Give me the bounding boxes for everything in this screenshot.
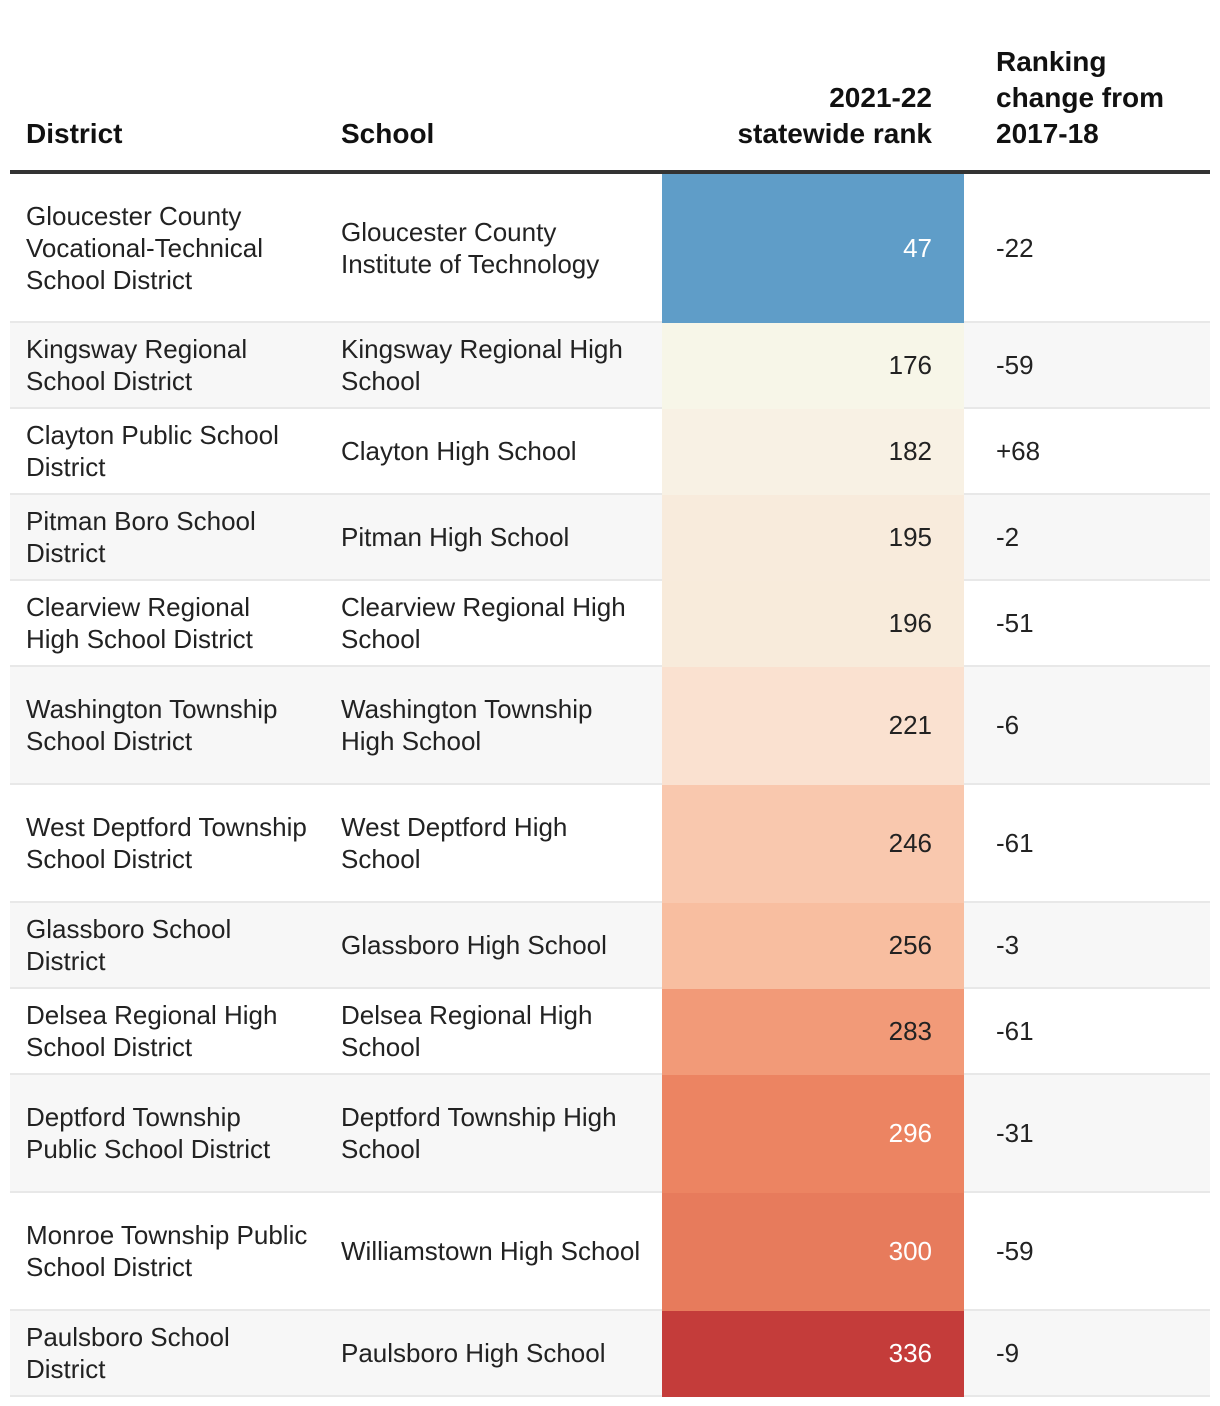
school-cell: Washington Township High School <box>325 666 662 785</box>
district-cell: Gloucester County Vocational-Technical S… <box>10 172 325 323</box>
ranking-table: District School 2021-22 statewide rank R… <box>10 0 1210 1397</box>
rank-cell: 182 <box>662 408 964 495</box>
change-cell: -59 <box>964 322 1210 409</box>
school-cell: Delsea Regional High School <box>325 988 662 1075</box>
district-cell: Washington Township School District <box>10 666 325 785</box>
district-cell: Monroe Township Public School District <box>10 1192 325 1311</box>
header-district[interactable]: District <box>10 0 325 174</box>
change-cell: -22 <box>964 172 1210 323</box>
school-cell: Clearview Regional High School <box>325 580 662 667</box>
table-row: Delsea Regional High School District Dels… <box>10 988 1210 1075</box>
rank-cell: 336 <box>662 1310 964 1397</box>
change-cell: -31 <box>964 1074 1210 1193</box>
district-cell: Pitman Boro School District <box>10 494 325 581</box>
change-cell: +68 <box>964 408 1210 495</box>
rank-cell: 283 <box>662 988 964 1075</box>
district-cell: Paulsboro School District <box>10 1310 325 1397</box>
change-cell: -51 <box>964 580 1210 667</box>
change-cell: -61 <box>964 988 1210 1075</box>
table-row: Gloucester County Vocational-Technical S… <box>10 172 1210 323</box>
school-cell: Glassboro High School <box>325 902 662 989</box>
change-cell: -6 <box>964 666 1210 785</box>
rank-cell: 176 <box>662 322 964 409</box>
school-cell: West Deptford High School <box>325 784 662 903</box>
district-cell: Delsea Regional High School District <box>10 988 325 1075</box>
district-cell: Kingsway Regional School District <box>10 322 325 409</box>
rank-cell: 296 <box>662 1074 964 1193</box>
header-rank-line2: statewide rank <box>737 118 932 149</box>
school-cell: Pitman High School <box>325 494 662 581</box>
table-row: Washington Township School District Washi… <box>10 666 1210 785</box>
district-cell: Clearview Regional High School District <box>10 580 325 667</box>
rank-cell: 221 <box>662 666 964 785</box>
school-cell: Clayton High School <box>325 408 662 495</box>
table-row: Kingsway Regional School District Kingswa… <box>10 322 1210 409</box>
header-change-line2: change from <box>996 82 1165 113</box>
header-change[interactable]: Ranking change from 2017-18 <box>964 0 1210 174</box>
table-row: Pitman Boro School District Pitman High S… <box>10 494 1210 581</box>
district-cell: Clayton Public School District <box>10 408 325 495</box>
rank-cell: 246 <box>662 784 964 903</box>
school-cell: Williamstown High School <box>325 1192 662 1311</box>
rank-cell: 256 <box>662 902 964 989</box>
change-cell: -9 <box>964 1310 1210 1397</box>
table-row: Clearview Regional High School District C… <box>10 580 1210 667</box>
rank-cell: 300 <box>662 1192 964 1311</box>
district-cell: Deptford Township Public School District <box>10 1074 325 1193</box>
header-school[interactable]: School <box>325 0 662 174</box>
table-header: District School 2021-22 statewide rank R… <box>10 0 1210 174</box>
table-body: Gloucester County Vocational-Technical S… <box>10 172 1210 1397</box>
ranking-table-container: District School 2021-22 statewide rank R… <box>10 0 1210 1397</box>
district-cell: Glassboro School District <box>10 902 325 989</box>
school-cell: Kingsway Regional High School <box>325 322 662 409</box>
header-rank[interactable]: 2021-22 statewide rank <box>662 0 964 174</box>
table-row: Clayton Public School District Clayton Hi… <box>10 408 1210 495</box>
table-row: Deptford Township Public School District… <box>10 1074 1210 1193</box>
school-cell: Paulsboro High School <box>325 1310 662 1397</box>
header-rank-line1: 2021-22 <box>829 82 932 113</box>
table-row: Paulsboro School District Paulsboro High … <box>10 1310 1210 1397</box>
district-cell: West Deptford Township School District <box>10 784 325 903</box>
change-cell: -59 <box>964 1192 1210 1311</box>
header-row: District School 2021-22 statewide rank R… <box>10 0 1210 174</box>
table-row: Glassboro School District Glassboro High … <box>10 902 1210 989</box>
change-cell: -2 <box>964 494 1210 581</box>
table-row: West Deptford Township School District We… <box>10 784 1210 903</box>
school-cell: Gloucester County Institute of Technolog… <box>325 172 662 323</box>
rank-cell: 195 <box>662 494 964 581</box>
header-change-line1: Ranking <box>996 46 1107 77</box>
rank-cell: 196 <box>662 580 964 667</box>
header-change-line3: 2017-18 <box>996 118 1099 149</box>
change-cell: -3 <box>964 902 1210 989</box>
school-cell: Deptford Township High School <box>325 1074 662 1193</box>
change-cell: -61 <box>964 784 1210 903</box>
rank-cell: 47 <box>662 172 964 323</box>
table-row: Monroe Township Public School District Wi… <box>10 1192 1210 1311</box>
